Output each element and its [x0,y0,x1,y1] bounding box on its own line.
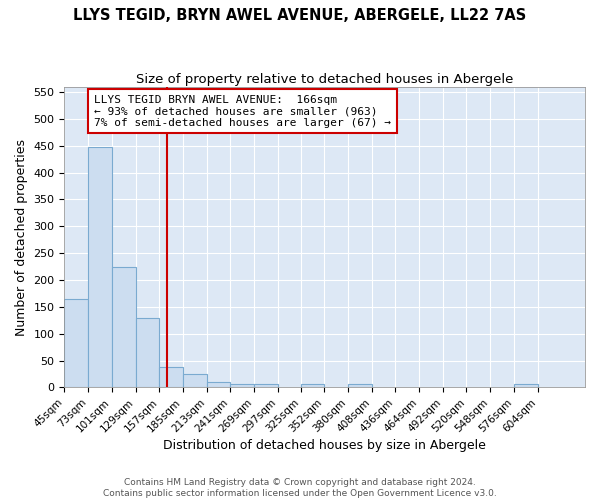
Bar [254,384,278,388]
Bar [159,368,183,388]
Text: LLYS TEGID BRYN AWEL AVENUE:  166sqm
← 93% of detached houses are smaller (963)
: LLYS TEGID BRYN AWEL AVENUE: 166sqm ← 93… [94,94,391,128]
Bar [301,384,324,388]
Bar [136,318,159,388]
Y-axis label: Number of detached properties: Number of detached properties [15,138,28,336]
Bar [514,384,538,388]
Text: LLYS TEGID, BRYN AWEL AVENUE, ABERGELE, LL22 7AS: LLYS TEGID, BRYN AWEL AVENUE, ABERGELE, … [73,8,527,22]
Text: Contains HM Land Registry data © Crown copyright and database right 2024.
Contai: Contains HM Land Registry data © Crown c… [103,478,497,498]
Bar [183,374,206,388]
Bar [230,384,254,388]
Bar [206,382,230,388]
Bar [88,148,112,388]
X-axis label: Distribution of detached houses by size in Abergele: Distribution of detached houses by size … [163,440,486,452]
Title: Size of property relative to detached houses in Abergele: Size of property relative to detached ho… [136,72,514,86]
Bar [112,267,136,388]
Bar [348,384,371,388]
Bar [64,299,88,388]
